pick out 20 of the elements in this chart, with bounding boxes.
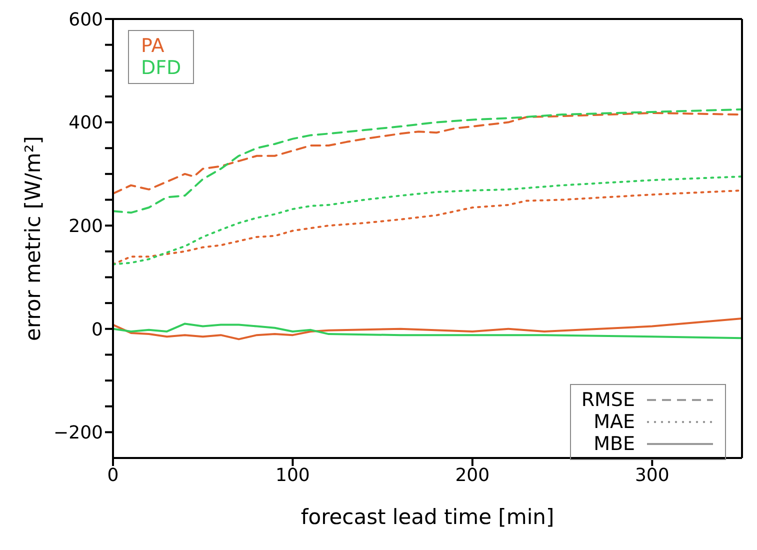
text: PA — [141, 35, 166, 57]
y-tick-label: 400 — [68, 112, 103, 134]
x-tick-label: 200 — [455, 464, 490, 486]
y-tick-label: 200 — [68, 216, 103, 237]
x-tick-label: 300 — [634, 464, 670, 486]
line-series — [113, 318, 742, 340]
text: DFD — [141, 57, 182, 79]
line-series — [113, 322, 742, 340]
y-tick-label: −200 — [54, 422, 103, 444]
x-tick-label: 100 — [276, 464, 310, 486]
annotation: MAE — [594, 411, 635, 433]
x-axis-title: forecast lead time [min] — [300, 505, 554, 529]
line-style-key: RMSE MAE MBE — [570, 384, 726, 460]
x-tick-label: 0 — [107, 464, 119, 486]
y-axis-title: error metric [W/m²] — [21, 136, 45, 341]
line-series — [113, 108, 742, 214]
annotation: RMSE — [581, 389, 635, 411]
y-tick-label: 0 — [92, 319, 103, 340]
annotation: MBE — [594, 433, 635, 455]
y-tick-label: 600 — [68, 9, 103, 30]
